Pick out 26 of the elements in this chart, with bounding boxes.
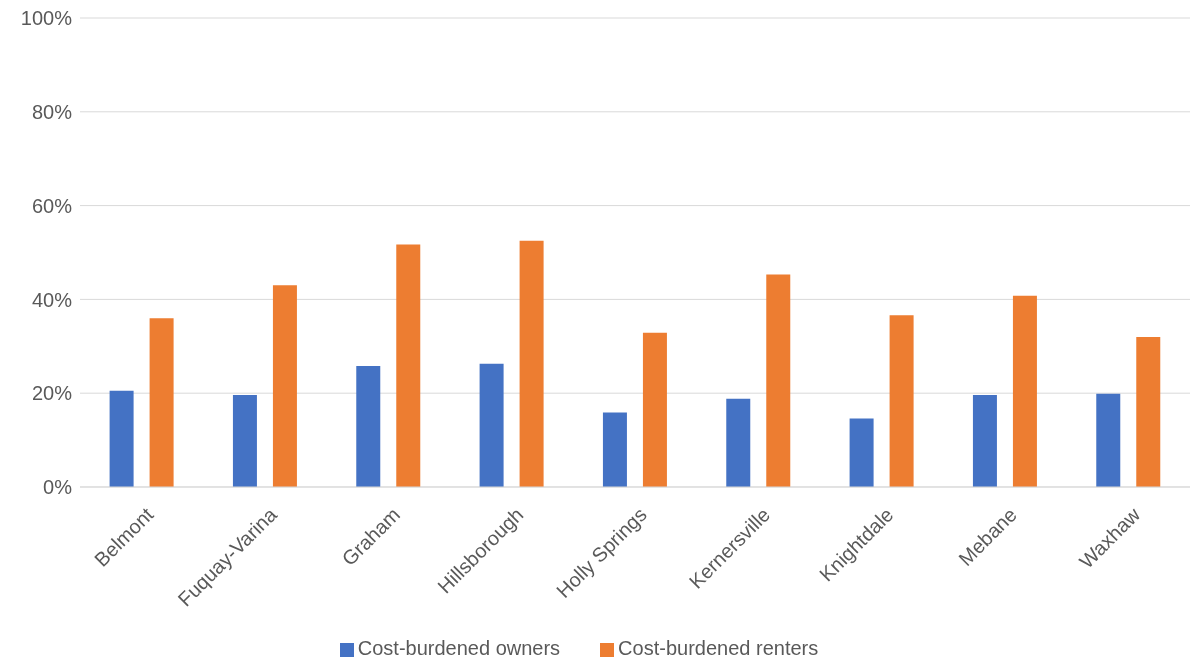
bar — [972, 395, 997, 487]
bar — [479, 363, 504, 487]
legend-label: Cost-burdened renters — [618, 637, 819, 659]
bar — [149, 318, 174, 487]
bar — [519, 240, 544, 487]
bar — [1012, 295, 1037, 487]
bar — [1136, 336, 1161, 487]
bar — [232, 395, 257, 487]
bar — [849, 418, 874, 487]
legend-label: Cost-burdened owners — [357, 637, 561, 659]
y-tick-label: 100% — [20, 7, 73, 30]
y-tick-label: 20% — [31, 382, 73, 405]
bar — [356, 366, 381, 487]
y-tick-label: 80% — [31, 100, 73, 123]
bar — [889, 315, 914, 487]
y-tick-label: 60% — [31, 194, 73, 217]
bar — [766, 274, 791, 487]
bar — [396, 244, 421, 487]
bar — [726, 398, 751, 487]
bar — [272, 285, 297, 487]
bar — [602, 412, 627, 487]
bar — [109, 390, 134, 487]
y-tick-label: 40% — [31, 288, 73, 311]
bar — [642, 332, 667, 487]
y-tick-label: 0% — [43, 476, 73, 499]
bar — [1096, 393, 1121, 487]
